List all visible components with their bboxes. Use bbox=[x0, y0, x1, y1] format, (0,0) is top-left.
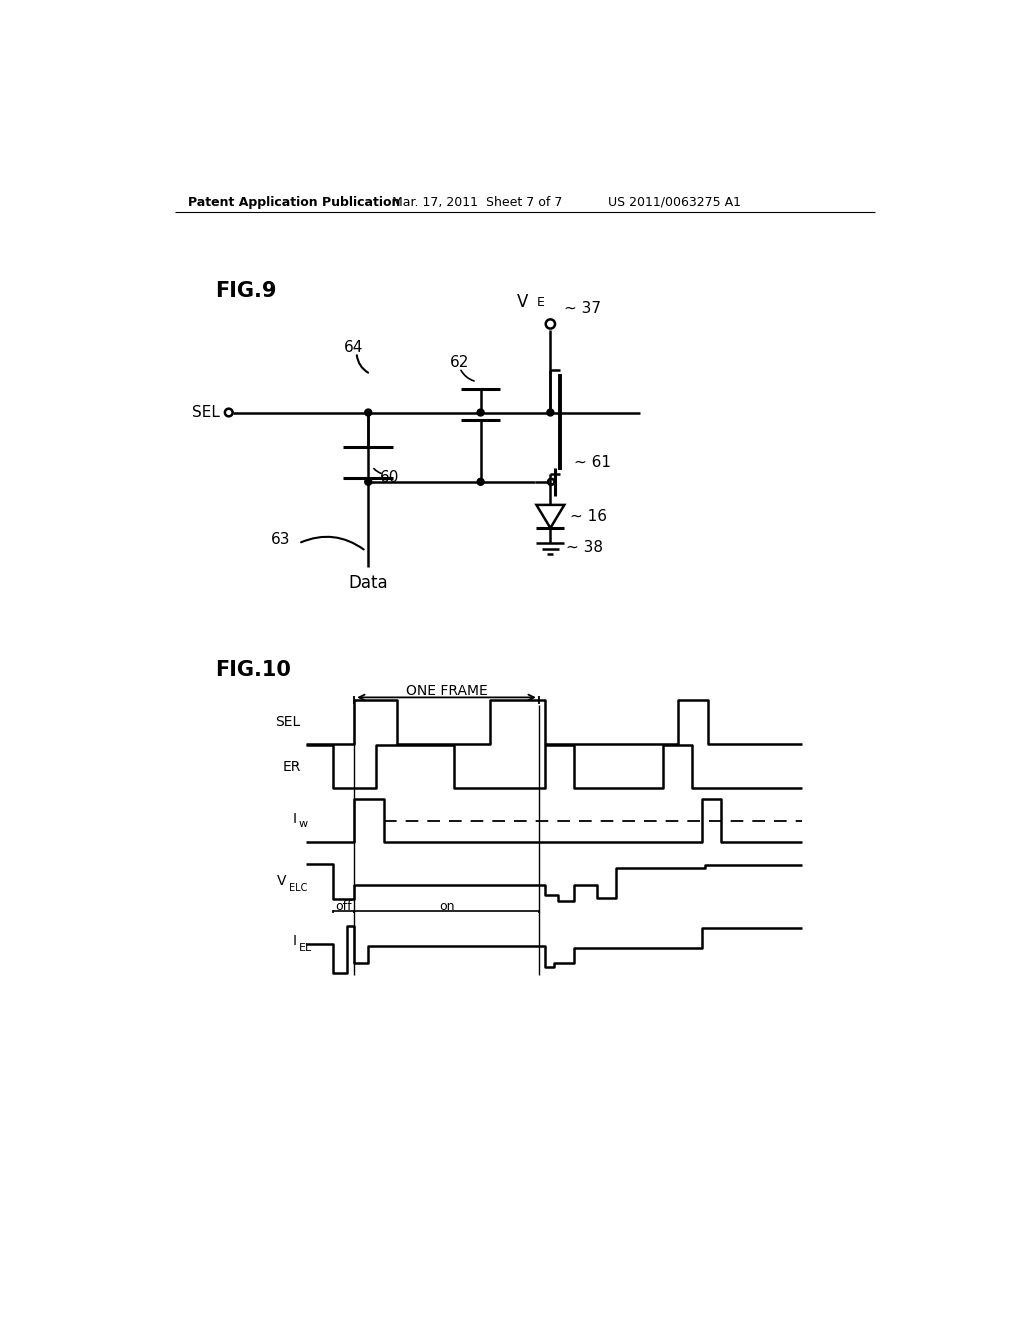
Text: ONE FRAME: ONE FRAME bbox=[406, 684, 487, 698]
Text: SEL: SEL bbox=[191, 405, 219, 420]
Circle shape bbox=[365, 409, 372, 416]
Text: V: V bbox=[278, 874, 287, 888]
Text: ~ 37: ~ 37 bbox=[564, 301, 601, 315]
Circle shape bbox=[547, 409, 554, 416]
Text: V: V bbox=[517, 293, 528, 312]
Text: 60: 60 bbox=[380, 470, 399, 486]
Text: ELC: ELC bbox=[289, 883, 307, 894]
Text: ~ 16: ~ 16 bbox=[569, 510, 607, 524]
Text: 62: 62 bbox=[450, 355, 469, 370]
Text: E: E bbox=[537, 296, 545, 309]
Text: ER: ER bbox=[283, 760, 301, 774]
Text: FIG.9: FIG.9 bbox=[215, 281, 276, 301]
Text: I: I bbox=[293, 812, 297, 826]
Text: SEL: SEL bbox=[275, 715, 301, 729]
Text: 64: 64 bbox=[343, 339, 362, 355]
Circle shape bbox=[477, 409, 484, 416]
Circle shape bbox=[365, 478, 372, 486]
Text: w: w bbox=[299, 820, 307, 829]
Text: Patent Application Publication: Patent Application Publication bbox=[188, 195, 400, 209]
Text: on: on bbox=[438, 900, 455, 913]
Text: off: off bbox=[335, 900, 352, 913]
Text: ~ 61: ~ 61 bbox=[573, 455, 610, 470]
Text: FIG.10: FIG.10 bbox=[215, 660, 291, 680]
Text: Data: Data bbox=[348, 574, 388, 593]
Text: EL: EL bbox=[299, 942, 311, 953]
Text: 63: 63 bbox=[271, 532, 291, 546]
Circle shape bbox=[477, 478, 484, 486]
Text: US 2011/0063275 A1: US 2011/0063275 A1 bbox=[608, 195, 741, 209]
Text: I: I bbox=[293, 935, 297, 949]
Text: Mar. 17, 2011  Sheet 7 of 7: Mar. 17, 2011 Sheet 7 of 7 bbox=[391, 195, 562, 209]
Text: ~ 38: ~ 38 bbox=[566, 540, 603, 554]
